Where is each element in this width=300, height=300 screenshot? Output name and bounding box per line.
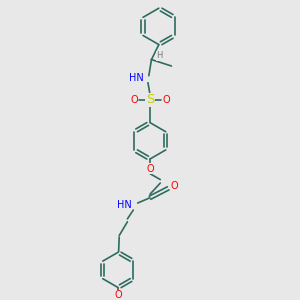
Text: O: O [130,95,138,105]
Text: HN: HN [117,200,132,210]
Text: O: O [162,95,170,105]
Text: H: H [157,51,163,60]
Text: O: O [170,181,178,191]
Text: S: S [146,93,154,106]
Text: HN: HN [129,73,143,83]
Text: O: O [114,290,122,300]
Text: O: O [146,164,154,174]
